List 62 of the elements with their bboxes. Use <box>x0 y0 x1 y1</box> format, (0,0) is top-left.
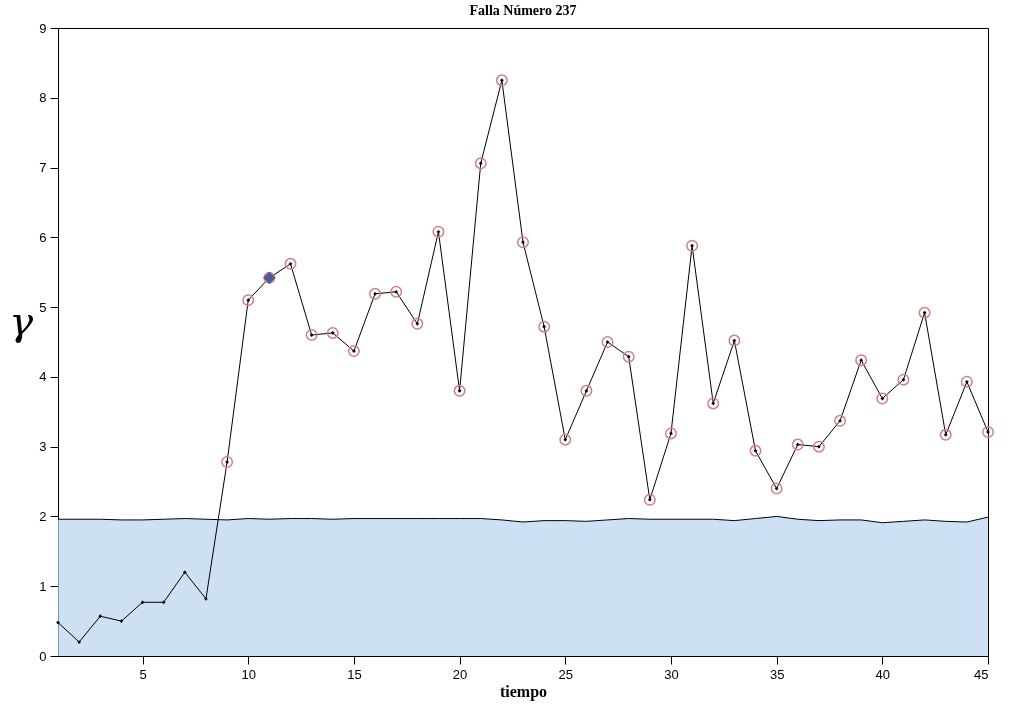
x-tick-label: 10 <box>241 666 256 682</box>
point <box>982 426 994 438</box>
x-tick-label: 15 <box>347 666 362 682</box>
point <box>918 306 931 319</box>
point <box>707 397 720 410</box>
y-tick-label: 0 <box>39 648 47 664</box>
y-tick-label: 2 <box>39 508 47 524</box>
point <box>453 384 466 397</box>
point <box>791 438 804 451</box>
point <box>305 329 318 342</box>
x-tick-label: 25 <box>558 666 574 682</box>
point <box>221 456 234 468</box>
point <box>140 600 145 605</box>
point <box>369 287 382 300</box>
x-tick-label: 30 <box>664 666 679 682</box>
point <box>876 392 889 405</box>
point <box>559 433 572 446</box>
x-tick-label: 35 <box>769 666 785 682</box>
point <box>326 326 339 339</box>
point <box>390 285 403 298</box>
point <box>855 354 868 367</box>
y-tick-label: 4 <box>39 369 47 385</box>
point <box>643 493 656 506</box>
point <box>56 620 60 625</box>
y-tick-label: 7 <box>39 160 47 176</box>
y-axis-title: γ <box>9 297 34 344</box>
point <box>770 482 783 495</box>
y-tick-label: 1 <box>39 578 47 594</box>
point <box>686 239 699 252</box>
point <box>284 257 297 270</box>
point <box>538 320 551 333</box>
y-tick-label: 6 <box>39 229 47 245</box>
point <box>601 336 614 348</box>
point <box>749 444 762 457</box>
point <box>474 157 487 170</box>
point <box>664 427 677 440</box>
point <box>517 236 529 249</box>
point <box>728 334 741 347</box>
point <box>834 414 847 427</box>
point <box>622 350 635 363</box>
x-tick-label: 40 <box>875 666 891 682</box>
x-tick-label: 20 <box>452 666 468 682</box>
point <box>897 373 910 386</box>
y-tick-label: 8 <box>39 90 47 106</box>
chart-title: Falla Número 237 <box>469 3 577 18</box>
point <box>939 428 952 441</box>
y-tick-label: 5 <box>39 299 47 315</box>
point <box>495 74 508 87</box>
x-axis-title: tiempo <box>499 682 548 701</box>
x-tick-label: 5 <box>139 666 147 682</box>
point <box>411 317 424 330</box>
point <box>119 619 124 623</box>
point <box>242 294 255 307</box>
y-tick-label: 3 <box>39 439 47 455</box>
point <box>204 596 208 601</box>
point <box>580 384 593 397</box>
y-tick-label: 9 <box>39 20 47 36</box>
point <box>347 345 360 358</box>
point <box>812 440 825 453</box>
point <box>432 225 445 238</box>
point <box>960 375 973 388</box>
x-tick-label: 45 <box>974 666 989 682</box>
